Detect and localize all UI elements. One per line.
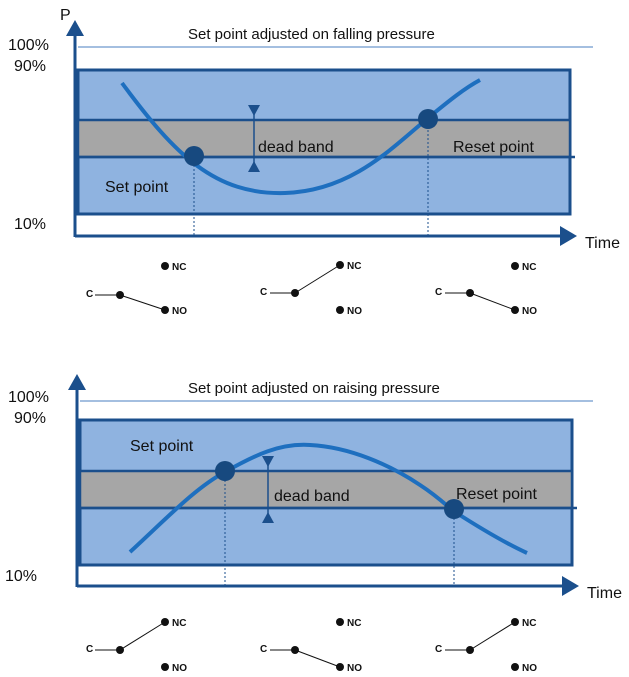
- top-switch-1: C NC NO: [86, 262, 187, 317]
- switch-nc-label: NC: [172, 262, 186, 273]
- switch-nc-dot-icon: [511, 618, 519, 626]
- bottom-x-axis-label: Time: [587, 585, 622, 602]
- top-set-point-label: Set point: [105, 179, 169, 196]
- switch-c-dot-icon: [291, 289, 299, 297]
- top-dead-band-label: dead band: [258, 139, 334, 156]
- switch-c-label: C: [86, 644, 93, 655]
- bottom-set-point-label: Set point: [130, 438, 194, 455]
- switch-c-dot-icon: [466, 646, 474, 654]
- switch-no-label: NO: [172, 663, 187, 674]
- bottom-y-axis-arrow-icon: [68, 374, 86, 390]
- switch-c-label: C: [260, 644, 267, 655]
- bottom-reset-point-dot: [444, 499, 464, 519]
- top-set-point-dot: [184, 146, 204, 166]
- top-reset-point-dot: [418, 109, 438, 129]
- bottom-x-axis-arrow-icon: [562, 576, 579, 596]
- switch-no-label: NO: [172, 306, 187, 317]
- switch-nc-label: NC: [347, 618, 361, 629]
- bottom-pressure-curve: [128, 442, 528, 555]
- bottom-dead-band-arrow: [262, 456, 274, 523]
- top-switch-3: C NC NO: [435, 262, 537, 317]
- switch-no-label: NO: [522, 306, 537, 317]
- switch-no-label: NO: [347, 306, 362, 317]
- switch-c-dot-icon: [466, 289, 474, 297]
- top-pct-90: 90%: [14, 58, 46, 75]
- top-y-axis-arrow-icon: [66, 20, 84, 36]
- switch-c-label: C: [435, 644, 442, 655]
- top-x-axis-label: Time: [585, 235, 620, 252]
- switch-nc-dot-icon: [161, 618, 169, 626]
- bottom-pct-10: 10%: [5, 568, 37, 585]
- top-switch-2: C NC NO: [260, 261, 362, 317]
- switch-c-dot-icon: [116, 646, 124, 654]
- switch-c-dot-icon: [291, 646, 299, 654]
- switch-no-dot-icon: [511, 306, 519, 314]
- switch-no-label: NO: [522, 663, 537, 674]
- bottom-dead-band-label: dead band: [274, 488, 350, 505]
- bottom-switch-3: C NC NO: [435, 618, 537, 674]
- top-pct-100: 100%: [8, 37, 49, 54]
- switch-no-label: NO: [347, 663, 362, 674]
- bottom-switch-1: C NC NO: [86, 618, 187, 674]
- switch-nc-label: NC: [347, 261, 361, 272]
- switch-c-label: C: [86, 289, 93, 300]
- switch-nc-label: NC: [172, 618, 186, 629]
- bottom-chart-title: Set point adjusted on raising pressure: [188, 380, 440, 397]
- bottom-set-point-dot: [215, 461, 235, 481]
- switch-nc-label: NC: [522, 262, 536, 273]
- top-reset-point-label: Reset point: [453, 139, 534, 156]
- switch-no-dot-icon: [336, 306, 344, 314]
- switch-nc-dot-icon: [336, 261, 344, 269]
- bottom-chart: 100% 90% 10% Set point adjusted on raisi…: [5, 374, 622, 674]
- switch-no-dot-icon: [336, 663, 344, 671]
- switch-no-dot-icon: [161, 663, 169, 671]
- switch-nc-label: NC: [522, 618, 536, 629]
- top-pct-10: 10%: [14, 216, 46, 233]
- top-x-axis-arrow-icon: [560, 226, 577, 246]
- bottom-pct-90: 90%: [14, 410, 46, 427]
- bottom-reset-point-label: Reset point: [456, 486, 537, 503]
- bottom-pct-100: 100%: [8, 389, 49, 406]
- switch-c-label: C: [435, 287, 442, 298]
- top-y-axis-label: P: [60, 7, 71, 24]
- switch-c-label: C: [260, 287, 267, 298]
- top-chart: P 100% 90% 10% Set point adjusted on fal…: [8, 7, 620, 317]
- switch-no-dot-icon: [161, 306, 169, 314]
- switch-no-dot-icon: [511, 663, 519, 671]
- bottom-switch-2: C NC NO: [260, 618, 362, 674]
- bottom-dead-band-area: [78, 469, 574, 510]
- switch-c-dot-icon: [116, 291, 124, 299]
- top-dead-band-arrow: [248, 105, 260, 172]
- switch-nc-dot-icon: [336, 618, 344, 626]
- top-dead-band-area: [76, 118, 572, 159]
- switch-nc-dot-icon: [511, 262, 519, 270]
- switch-nc-dot-icon: [161, 262, 169, 270]
- top-chart-title: Set point adjusted on falling pressure: [188, 26, 435, 43]
